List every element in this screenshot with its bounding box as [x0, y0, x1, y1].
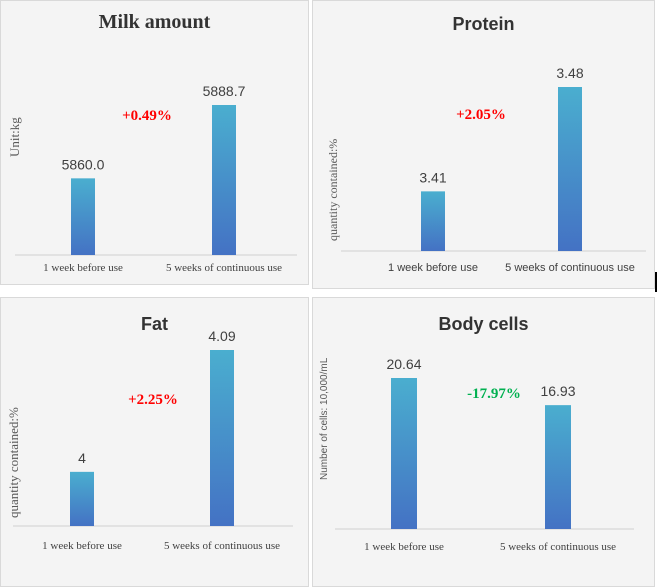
bar: [70, 471, 94, 526]
change-annotation: -17.97%: [467, 386, 521, 402]
chart-panel-body-cells: Body cells Number of cells: 10,000/mL 20…: [312, 297, 655, 587]
bar: [212, 105, 236, 255]
chart-panel-milk-amount: Milk amount Unit:kg 5860.0 1 week before …: [0, 0, 309, 285]
x-tick-label: 5 weeks of continuous use: [164, 540, 280, 552]
data-label: 16.93: [540, 383, 575, 399]
bar: [558, 87, 582, 251]
bar: [210, 350, 234, 526]
data-label: 5860.0: [62, 156, 105, 172]
chart-plot: 20.64 1 week before use 16.93 5 weeks of co…: [335, 356, 634, 553]
chart-title: Protein: [452, 14, 515, 34]
chart-plot: 5860.0 1 week before use 5888.7 5 weeks of …: [15, 83, 297, 274]
change-annotation: +2.05%: [456, 107, 506, 123]
x-tick-label: 1 week before use: [42, 540, 122, 552]
x-tick-label: 5 weeks of continuous use: [166, 262, 282, 274]
chart-plot: 4 1 week before use 4.09 5 weeks of continu…: [13, 328, 293, 552]
x-tick-label: 1 week before use: [43, 262, 123, 274]
chart-plot: 3.41 1 week before use 3.48 5 weeks of cont…: [341, 65, 646, 274]
data-label: 5888.7: [203, 83, 246, 99]
edge-marker: [655, 272, 657, 292]
bar: [71, 178, 95, 255]
chart-title: Body cells: [438, 314, 529, 334]
chart-title: Fat: [141, 314, 168, 334]
data-label: 4.09: [208, 328, 235, 344]
change-annotation: +2.25%: [128, 392, 178, 408]
bar: [391, 378, 417, 529]
x-tick-label: 5 weeks of continuous use: [500, 541, 616, 553]
chart-title: Milk amount: [98, 11, 211, 33]
data-label: 20.64: [386, 356, 421, 372]
bar: [421, 191, 445, 251]
x-tick-label: 1 week before use: [364, 541, 444, 553]
data-label: 4: [78, 450, 86, 466]
change-annotation: +0.49%: [122, 108, 172, 124]
data-label: 3.41: [419, 169, 446, 185]
x-tick-label: 1 week before use: [388, 262, 478, 274]
x-tick-label: 5 weeks of continuous use: [505, 262, 635, 274]
data-label: 3.48: [556, 65, 583, 81]
chart-panel-protein: Protein quantity contained:% 3.41 1 week …: [312, 0, 655, 289]
bar: [545, 405, 571, 529]
